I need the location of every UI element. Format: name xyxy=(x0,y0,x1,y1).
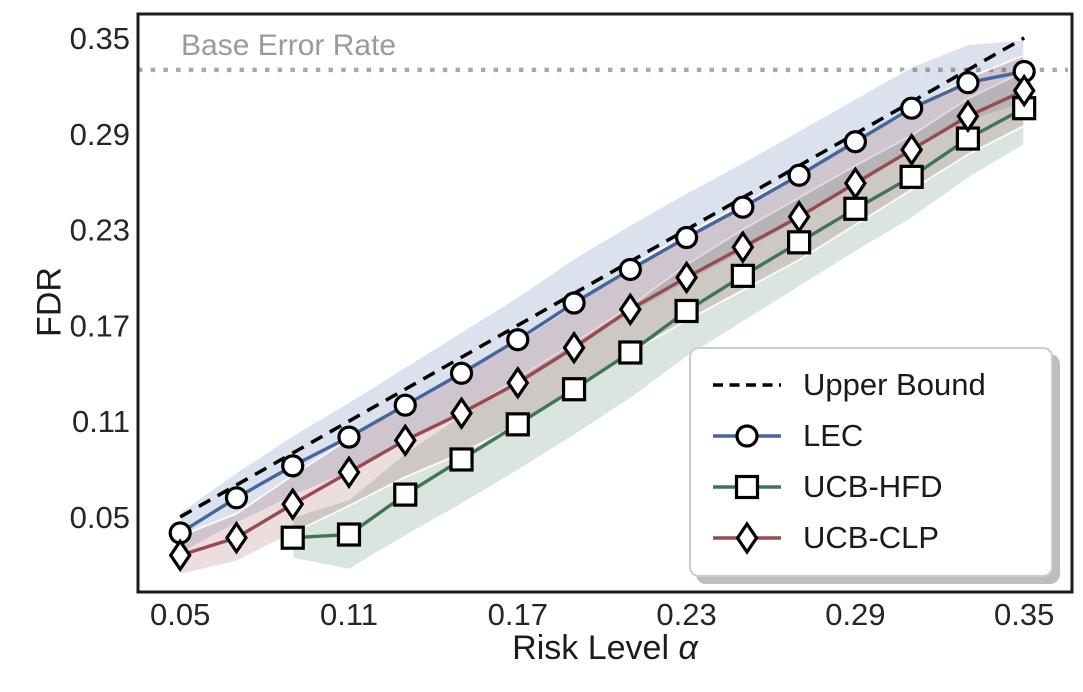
y-tick-label: 0.29 xyxy=(70,117,130,152)
upper-bound-line xyxy=(179,36,1026,519)
y-tick-label: 0.17 xyxy=(70,308,130,343)
legend-circle-marker xyxy=(735,423,759,448)
plot-box-spines xyxy=(136,12,1074,594)
diamond-marker-swatch xyxy=(711,520,783,556)
square-marker xyxy=(618,340,643,365)
alpha-symbol: α xyxy=(678,629,698,667)
diamond-marker xyxy=(168,538,192,573)
diamond-marker xyxy=(731,230,755,264)
y-tick-label: 0.11 xyxy=(72,404,130,439)
square-marker xyxy=(280,525,305,550)
y-axis-title: FDR xyxy=(30,267,69,337)
circle-marker xyxy=(562,291,586,315)
square-marker xyxy=(899,164,924,189)
diamond-marker xyxy=(281,487,305,522)
x-axis-title-text: Risk Level xyxy=(512,629,679,667)
base-error-rate-annotation: Base Error Rate xyxy=(181,29,397,62)
x-tick-label: 0.11 xyxy=(320,597,378,632)
legend-diamond-marker xyxy=(735,520,759,555)
diamond-marker xyxy=(562,330,586,365)
x-axis-title: Risk Level α xyxy=(355,629,855,668)
square-marker xyxy=(674,298,699,324)
series-line-lec xyxy=(179,69,1025,535)
circle-marker xyxy=(731,195,755,219)
x-tick-label: 0.35 xyxy=(994,597,1054,632)
legend-swatch-canvas xyxy=(713,520,781,555)
legend-label-ucb-clp: UCB-CLP xyxy=(803,519,940,555)
circle-marker xyxy=(674,225,699,250)
square-marker xyxy=(787,230,812,255)
legend-item-ucb-hfd: UCB-HFD xyxy=(711,461,1031,512)
circle-marker xyxy=(787,163,811,187)
diamond-marker xyxy=(225,520,248,555)
legend: Upper Bound LEC UCB-HFD UCB-CLP xyxy=(689,347,1053,577)
circle-marker xyxy=(449,361,474,385)
diamond-marker xyxy=(618,292,642,327)
diamond-marker xyxy=(843,166,867,201)
circle-marker xyxy=(843,130,867,154)
legend-square-marker xyxy=(734,474,760,499)
square-marker xyxy=(505,412,530,437)
diamond-marker xyxy=(393,423,417,458)
diamond-marker xyxy=(675,260,699,295)
x-tick-label: 0.23 xyxy=(656,597,716,632)
y-tick-label: 0.23 xyxy=(70,213,130,248)
legend-item-upper-bound: Upper Bound xyxy=(711,359,1031,410)
diamond-marker xyxy=(506,365,530,400)
circle-marker xyxy=(337,425,361,449)
diamond-marker xyxy=(1012,73,1036,108)
square-marker xyxy=(393,482,418,507)
legend-item-ucb-clp: UCB-CLP xyxy=(711,512,1031,563)
x-tick-label: 0.29 xyxy=(825,597,885,632)
square-marker-swatch xyxy=(711,469,783,505)
square-marker xyxy=(843,196,868,221)
y-tick-label: 0.35 xyxy=(70,21,130,56)
legend-swatch-canvas xyxy=(713,474,781,499)
diamond-marker xyxy=(900,132,924,167)
markers-ucb-hfd xyxy=(280,96,1037,550)
circle-marker xyxy=(956,71,980,95)
legend-label-ucb-hfd: UCB-HFD xyxy=(803,468,943,504)
circle-marker xyxy=(224,486,249,510)
markers-ucb-clp xyxy=(168,73,1036,573)
diamond-marker xyxy=(956,99,980,134)
square-marker xyxy=(561,377,587,402)
circle-marker xyxy=(618,257,642,282)
markers-lec xyxy=(168,59,1036,545)
series-line-ucb-clp xyxy=(179,89,1025,557)
square-marker xyxy=(730,263,755,288)
legend-label-upper-bound: Upper Bound xyxy=(803,366,986,402)
legend-swatch-canvas xyxy=(713,423,781,448)
x-tick-label: 0.17 xyxy=(488,597,548,632)
diamond-marker xyxy=(450,396,473,431)
legend-label-lec: LEC xyxy=(803,417,864,453)
square-marker xyxy=(336,522,362,547)
dashed-line-swatch xyxy=(711,367,783,403)
circle-marker-swatch xyxy=(711,418,783,454)
x-tick-label: 0.05 xyxy=(150,597,210,632)
legend-swatch-canvas xyxy=(713,382,781,387)
diamond-marker xyxy=(337,455,361,490)
circle-marker xyxy=(506,328,530,352)
circle-marker xyxy=(281,454,305,478)
y-tick-label: 0.05 xyxy=(70,500,130,535)
circle-marker xyxy=(393,393,417,417)
square-marker xyxy=(449,447,474,472)
legend-item-lec: LEC xyxy=(711,410,1031,461)
circle-marker xyxy=(900,96,924,120)
diamond-marker xyxy=(787,199,811,234)
